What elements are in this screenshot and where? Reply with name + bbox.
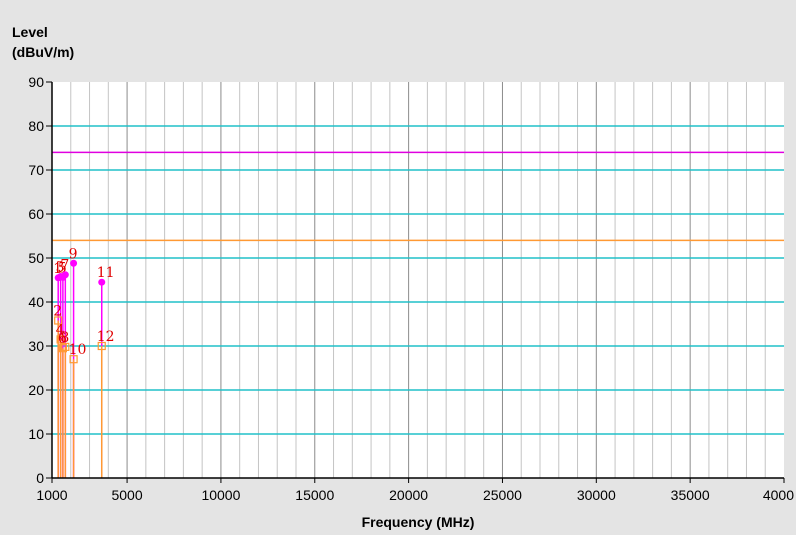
data-point <box>61 271 69 279</box>
x-tick-label: 30000 <box>577 487 616 503</box>
y-axis-label-line1: Level <box>12 24 48 40</box>
x-tick-label: 20000 <box>389 487 428 503</box>
data-point <box>58 344 67 353</box>
data-point <box>56 335 65 344</box>
y-tick-label: 30 <box>28 338 44 354</box>
marker-label: 11 <box>97 265 115 281</box>
data-point <box>69 355 78 364</box>
y-tick-label: 70 <box>28 162 44 178</box>
x-tick-label: 35000 <box>671 487 710 503</box>
x-tick-label: 10000 <box>201 487 240 503</box>
limit-lines <box>52 151 784 242</box>
marker-label: 6 <box>58 331 67 347</box>
x-tick-label: 15000 <box>295 487 334 503</box>
data-point <box>61 342 70 351</box>
minor-grid <box>70 82 766 478</box>
plot-area <box>52 82 784 478</box>
major-grid <box>52 82 784 478</box>
data-point <box>70 259 78 267</box>
x-tick-label: 4000 <box>763 487 794 503</box>
tick-labels: 0 10 20 30 40 50 60 70 80 90 1000 5000 10000 15000 200… <box>28 74 794 503</box>
data-point <box>98 278 106 286</box>
marker-label: 4 <box>56 322 65 338</box>
axes <box>46 81 785 483</box>
marker-label: 2 <box>53 303 62 319</box>
x-tick-label: 1000 <box>36 487 67 503</box>
y-tick-label: 50 <box>28 250 44 266</box>
marker-label: 5 <box>58 260 67 276</box>
marker-label: 9 <box>69 246 78 262</box>
y-tick-label: 40 <box>28 294 44 310</box>
x-tick-label: 5000 <box>111 487 142 503</box>
y-tick-label: 0 <box>36 470 44 486</box>
marker-label: 1 <box>53 261 62 277</box>
data-point <box>97 341 106 351</box>
y-tick-label: 60 <box>28 206 44 222</box>
y-axis-label-line2: (dBuV/m) <box>12 44 75 60</box>
marker-label: 7 <box>60 258 69 274</box>
marker-label: 3 <box>56 259 65 275</box>
data-point <box>54 316 63 325</box>
marker-stems <box>57 263 103 478</box>
marker-label: 8 <box>60 330 69 346</box>
marker-label: 12 <box>97 329 115 345</box>
y-tick-label: 80 <box>28 118 44 134</box>
y-tick-label: 10 <box>28 426 44 442</box>
y-tick-label: 90 <box>28 74 44 90</box>
y-tick-label: 20 <box>28 382 44 398</box>
marker-label: 10 <box>69 342 87 358</box>
x-tick-label: 25000 <box>483 487 522 503</box>
x-axis-label: Frequency (MHz) <box>361 514 475 530</box>
